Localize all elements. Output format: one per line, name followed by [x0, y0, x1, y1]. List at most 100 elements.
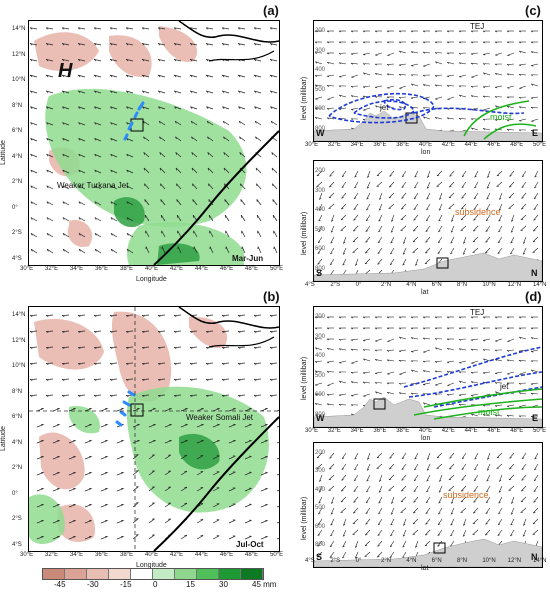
moist-label-d: moist — [478, 407, 500, 417]
wind-arrow — [401, 452, 407, 459]
wind-arrow-head — [29, 347, 33, 349]
wind-arrow — [238, 43, 246, 46]
wind-arrow-head — [94, 185, 97, 189]
wind-arrow — [319, 474, 323, 482]
wind-arrow-head — [46, 185, 49, 189]
wind-arrow-head — [461, 197, 464, 199]
wind-arrow-head — [398, 41, 402, 44]
wind-arrow-head — [109, 27, 113, 30]
wind-arrow — [473, 203, 479, 210]
wind-arrow — [228, 487, 236, 492]
y-tick-label: 600 — [315, 523, 326, 530]
wind-arrow — [439, 192, 443, 200]
wind-arrow — [461, 170, 467, 177]
wind-arrow — [389, 170, 395, 177]
wind-arrow-head — [461, 457, 465, 460]
wind-arrow — [471, 62, 479, 65]
wind-arrow-head — [398, 392, 402, 395]
colorbar-tick-label: -30 — [87, 580, 99, 589]
wind-arrow — [315, 61, 323, 65]
wind-arrow-head — [143, 152, 145, 155]
wind-arrow — [413, 507, 419, 514]
wind-arrow — [471, 52, 479, 55]
wind-arrow — [497, 247, 503, 254]
wind-arrow — [46, 74, 54, 78]
wind-arrow-head — [458, 404, 462, 406]
wind-arrow-head — [518, 316, 522, 319]
wind-arrow-head — [403, 241, 406, 244]
wind-arrow — [497, 529, 503, 536]
wind-arrow-head — [62, 185, 65, 189]
wind-arrow — [329, 452, 335, 459]
wind-arrow-head — [523, 241, 526, 244]
wind-arrow-head — [318, 490, 321, 493]
wind-arrow — [327, 117, 335, 120]
wind-arrow — [411, 337, 419, 340]
wind-arrow-head — [374, 41, 378, 44]
wind-arrow-head — [342, 252, 345, 255]
wind-arrow-head — [77, 347, 81, 349]
wind-arrow-head — [352, 522, 356, 525]
wind-arrow — [254, 106, 262, 110]
wind-arrow — [174, 74, 182, 78]
wind-arrow — [173, 378, 182, 380]
wind-arrow-head — [375, 391, 378, 394]
wind-arrow — [222, 120, 230, 126]
wind-arrow — [276, 441, 279, 444]
wind-arrow-head — [326, 338, 330, 341]
wind-arrow-head — [62, 201, 65, 204]
wind-arrow — [29, 378, 38, 380]
wind-arrow-head — [458, 118, 462, 120]
wind-arrow-head — [448, 196, 452, 199]
wind-arrow-head — [511, 501, 514, 504]
wind-arrow — [316, 181, 323, 187]
wind-arrow — [78, 185, 86, 190]
wind-arrow-head — [221, 43, 225, 46]
wind-arrow — [412, 236, 419, 243]
wind-arrow-head — [270, 106, 273, 109]
wind-arrow — [436, 463, 443, 469]
wind-arrow-head — [374, 327, 378, 330]
wind-arrow — [473, 485, 479, 492]
wind-arrow — [471, 393, 479, 396]
wind-arrow — [461, 463, 467, 470]
wind-arrow — [508, 485, 515, 491]
wind-arrow-head — [328, 196, 332, 199]
wind-arrow-head — [338, 53, 342, 55]
wind-arrow — [483, 358, 491, 362]
wind-arrow-head — [269, 363, 273, 365]
wind-arrow — [190, 90, 198, 94]
wind-arrow — [438, 203, 443, 211]
wind-arrow — [352, 518, 359, 525]
wind-arrow-head — [110, 185, 113, 189]
wind-arrow-head — [450, 241, 453, 244]
wind-arrow-head — [173, 363, 177, 365]
wet-anomaly-area — [45, 88, 247, 227]
wind-arrow — [144, 199, 150, 206]
jet-contour — [413, 107, 525, 115]
wind-arrow-head — [386, 64, 390, 66]
wind-arrow — [459, 74, 467, 77]
wind-arrow-head — [94, 90, 97, 93]
wind-arrow-head — [255, 167, 258, 171]
lat-tick-label: 2°N — [12, 179, 23, 186]
wind-arrow-head — [223, 167, 226, 171]
wind-arrow — [132, 534, 139, 540]
wind-arrow — [387, 52, 395, 56]
wind-arrow — [126, 217, 134, 222]
wind-arrow — [402, 540, 407, 548]
wind-arrow-head — [482, 414, 486, 417]
wind-arrow-head — [518, 97, 522, 99]
wind-arrow-head — [485, 219, 489, 222]
wind-arrow — [485, 225, 491, 232]
wind-arrow-head — [314, 30, 318, 33]
wind-arrow — [339, 62, 347, 65]
wind-arrow — [257, 246, 262, 254]
wind-arrow-head — [499, 479, 502, 482]
wind-arrow-head — [410, 41, 414, 44]
wind-arrow — [532, 247, 539, 253]
wind-arrow — [390, 507, 395, 515]
wind-arrow-head — [458, 348, 462, 351]
wind-arrow — [485, 518, 491, 525]
wind-arrow-head — [270, 74, 273, 78]
